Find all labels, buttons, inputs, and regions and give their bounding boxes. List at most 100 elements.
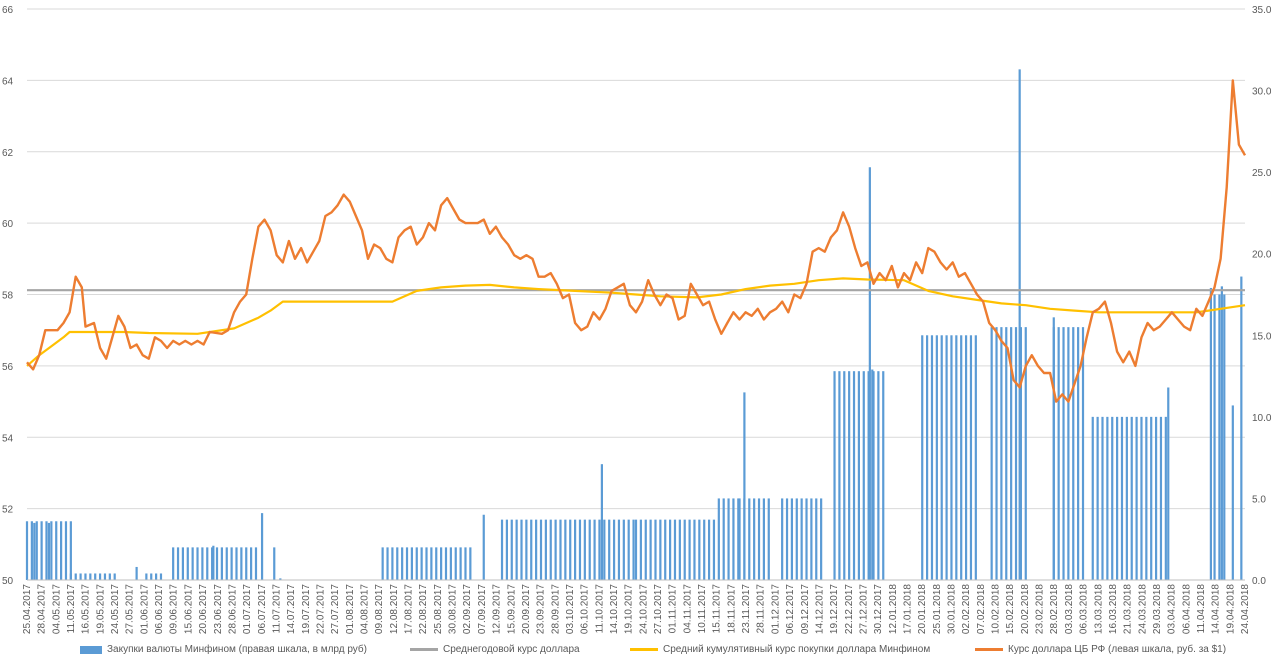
legend-swatch-cbr-rate <box>975 648 1003 651</box>
x-tick-label: 06.03.2018 <box>1079 584 1090 634</box>
bar <box>554 519 557 580</box>
right-tick-label: 0.0 <box>1252 576 1266 587</box>
x-tick-label: 11.05.2017 <box>66 584 77 634</box>
bar <box>617 519 621 580</box>
bar <box>1096 416 1099 580</box>
x-tick-label: 19.12.2017 <box>829 584 840 634</box>
x-tick-label: 20.09.2017 <box>521 584 532 634</box>
bar <box>964 335 968 580</box>
bar <box>600 464 603 580</box>
bar <box>1154 416 1158 580</box>
x-tick-label: 23.09.2017 <box>536 584 547 634</box>
bar <box>539 519 543 580</box>
bar <box>1223 294 1226 580</box>
bar <box>1005 327 1008 580</box>
bar <box>454 547 457 580</box>
bar <box>1240 276 1243 580</box>
bar <box>1120 416 1124 580</box>
bar <box>544 519 547 580</box>
x-tick-label: 24.10.2017 <box>638 584 649 634</box>
bar <box>669 519 672 580</box>
x-tick-label: 28.02.2018 <box>1049 584 1060 634</box>
bar <box>181 547 185 580</box>
legend-item-cbr-rate: Курс доллара ЦБ РФ (левая шкала, руб. за… <box>975 644 1226 655</box>
x-tick-label: 29.03.2018 <box>1152 584 1163 634</box>
legend-swatch-purchases <box>80 645 102 654</box>
bar <box>273 547 276 580</box>
legend-item-cumulative: Средний кумулятивный курс покупки доллар… <box>630 644 930 655</box>
left-tick-label: 66 <box>2 5 14 16</box>
left-tick-label: 54 <box>2 433 14 444</box>
bar <box>926 335 929 580</box>
right-tick-label: 35.0 <box>1252 5 1272 16</box>
bar <box>410 547 413 580</box>
x-tick-label: 19.10.2017 <box>624 584 635 634</box>
bar <box>743 392 746 580</box>
bar <box>603 519 606 580</box>
bar <box>94 573 97 580</box>
x-tick-label: 10.11.2017 <box>697 584 708 634</box>
bar <box>753 498 756 580</box>
bar <box>84 573 87 580</box>
bar <box>33 522 36 580</box>
x-tick-label: 25.04.2017 <box>22 584 33 634</box>
plot-area: 50 52 54 56 58 60 62 64 66 0.0 5.0 10.0 15.0 20.0 25.0… <box>2 5 1272 634</box>
bar <box>405 547 409 580</box>
bar <box>950 335 953 580</box>
bar <box>612 519 616 580</box>
bar <box>1091 416 1094 580</box>
bar <box>1140 416 1143 580</box>
bar <box>1220 286 1223 580</box>
bar <box>245 547 248 580</box>
x-tick-label: 20.01.2018 <box>917 584 928 634</box>
legend-label-cumulative: Средний кумулятивный курс покупки доллар… <box>663 644 931 655</box>
legend: Закупки валюты Минфином (правая шкала, в… <box>0 640 1280 660</box>
bar <box>30 521 33 580</box>
bar <box>757 498 761 580</box>
bar <box>969 335 973 580</box>
bar <box>810 498 813 580</box>
bar <box>1218 294 1221 580</box>
bar <box>882 371 885 580</box>
x-tick-label: 06.06.2017 <box>154 584 165 634</box>
bar <box>762 498 765 580</box>
left-tick-label: 56 <box>2 362 14 373</box>
x-tick-label: 06.12.2017 <box>785 584 796 634</box>
x-tick-label: 15.02.2018 <box>1005 584 1016 634</box>
bar <box>1024 327 1027 580</box>
bar <box>717 498 720 580</box>
x-tick-label: 12.01.2018 <box>888 584 899 634</box>
bar <box>235 547 238 580</box>
legend-item-annual-avg: Среднегодовой курс доллара <box>410 644 580 655</box>
bar <box>868 167 871 580</box>
bar <box>1014 327 1018 580</box>
bar <box>598 519 601 580</box>
bar <box>391 547 394 580</box>
bar <box>435 547 438 580</box>
bar <box>1101 416 1104 580</box>
x-tick-label: 15.09.2017 <box>506 584 517 634</box>
x-tick-label: 11.04.2018 <box>1196 584 1207 634</box>
bar <box>945 335 948 580</box>
x-tick-label: 03.03.2018 <box>1064 584 1075 634</box>
bar <box>1159 416 1163 580</box>
x-tick-label: 16.03.2018 <box>1108 584 1119 634</box>
x-tick-label: 27.12.2017 <box>858 584 869 634</box>
bar <box>444 547 448 580</box>
x-tick-label: 07.09.2017 <box>477 584 488 634</box>
x-tick-label: 11.07.2017 <box>271 584 282 634</box>
x-tick-label: 06.07.2017 <box>257 584 268 634</box>
bar <box>627 519 630 580</box>
bar <box>1231 405 1234 580</box>
bar <box>737 498 740 580</box>
bar <box>464 547 467 580</box>
bar <box>45 521 48 580</box>
bar <box>852 371 856 580</box>
bar <box>1135 416 1138 580</box>
bar <box>25 521 29 580</box>
bar <box>632 519 635 580</box>
bar <box>800 498 803 580</box>
bar <box>55 521 58 580</box>
x-tick-label: 30.01.2018 <box>947 584 958 634</box>
bar <box>935 335 938 580</box>
